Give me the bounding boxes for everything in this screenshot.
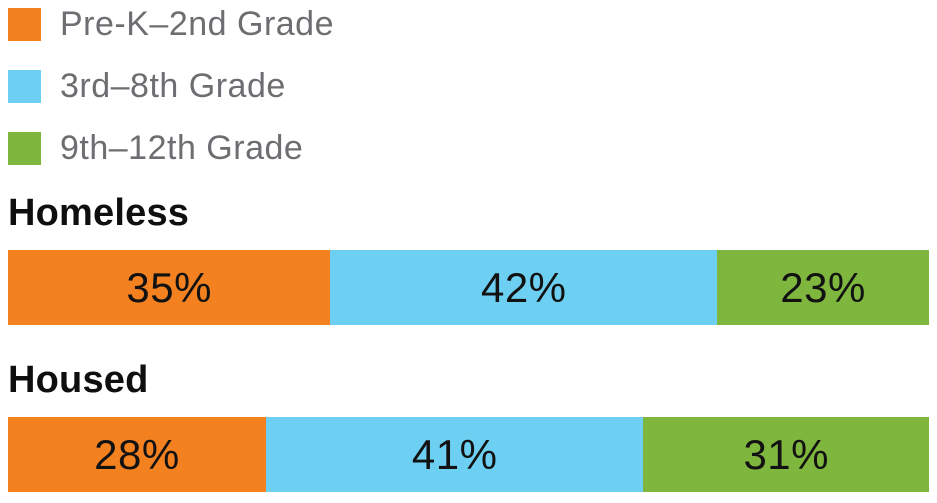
- bar-homeless: 35% 42% 23%: [8, 250, 929, 325]
- legend-label-3rd-8th: 3rd–8th Grade: [60, 67, 286, 105]
- legend-label-prek-2nd: Pre-K–2nd Grade: [60, 5, 334, 43]
- legend-label-9th-12th: 9th–12th Grade: [60, 129, 304, 167]
- category-heading-housed: Housed: [8, 359, 149, 401]
- segment-value-label: 23%: [780, 263, 866, 311]
- legend-swatch-prek-2nd: [8, 8, 41, 41]
- legend-item-9th-12th: 9th–12th Grade: [8, 129, 929, 167]
- legend-item-prek-2nd: Pre-K–2nd Grade: [8, 5, 929, 43]
- bar-housed: 28% 41% 31%: [8, 417, 929, 492]
- segment-value-label: 35%: [126, 263, 212, 311]
- segment-value-label: 42%: [480, 263, 567, 311]
- category-heading-homeless: Homeless: [8, 192, 190, 234]
- bar-segment-homeless-3rd-8th: 42%: [330, 250, 718, 325]
- bar-segment-homeless-prek-2nd: 35%: [8, 250, 331, 325]
- legend-item-3rd-8th: 3rd–8th Grade: [8, 67, 929, 105]
- legend-swatch-9th-12th: [8, 132, 41, 165]
- bar-segment-housed-9th-12th: 31%: [643, 417, 929, 492]
- segment-value-label: 28%: [94, 430, 180, 478]
- bar-segment-homeless-9th-12th: 23%: [717, 250, 929, 325]
- segment-value-label: 31%: [743, 430, 830, 478]
- legend-swatch-3rd-8th: [8, 70, 41, 103]
- bar-segment-housed-3rd-8th: 41%: [265, 417, 644, 492]
- legend: Pre-K–2nd Grade 3rd–8th Grade 9th–12th G…: [8, 5, 929, 167]
- segment-value-label: 41%: [411, 430, 498, 478]
- bar-segment-housed-prek-2nd: 28%: [8, 417, 266, 492]
